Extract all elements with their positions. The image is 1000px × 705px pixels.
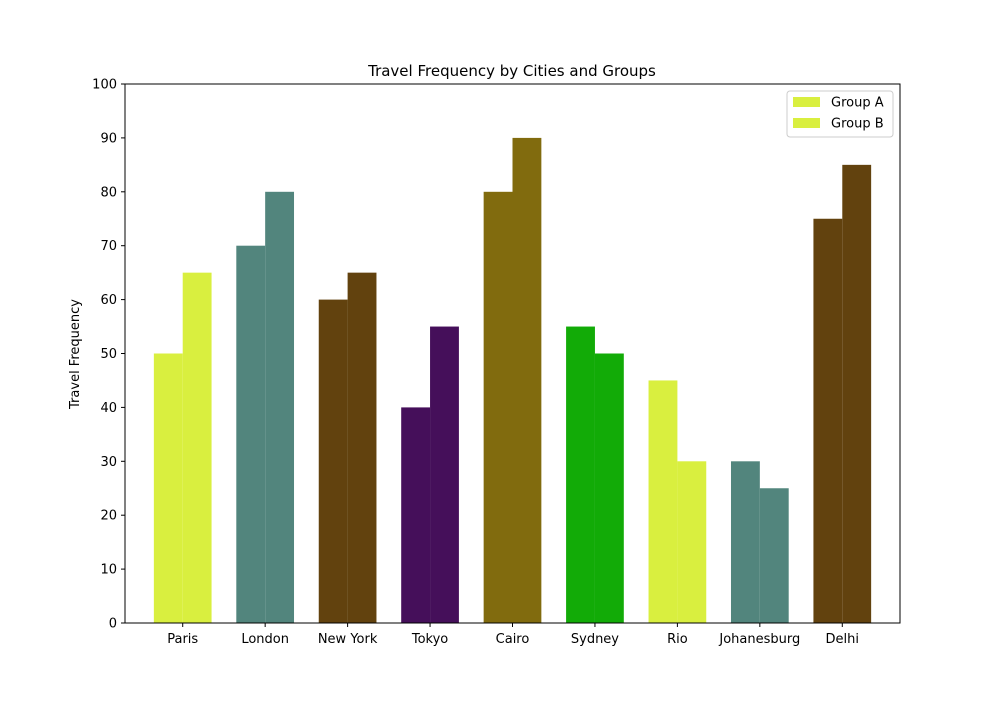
bar-group-a [813, 218, 843, 623]
bar-group-b [759, 488, 789, 623]
bars-group [153, 137, 872, 624]
x-tick-label: Tokyo [411, 632, 448, 647]
y-axis-ticks: 0 10 20 30 40 50 60 70 80 90 100 [92, 78, 125, 632]
y-tick-label: 0 [109, 617, 117, 632]
bar-group-b [265, 191, 295, 624]
x-tick-label: Rio [667, 632, 688, 647]
bar-group-b [430, 326, 459, 623]
bar-group-b [677, 461, 707, 623]
y-tick-label: 90 [100, 131, 117, 146]
legend-swatch [793, 97, 820, 107]
bar-group-b [842, 164, 872, 623]
y-tick-label: 40 [100, 401, 117, 416]
y-tick-label: 20 [100, 509, 117, 524]
bar-group-a [401, 407, 431, 623]
y-tick-label: 70 [100, 239, 117, 254]
legend-label: Group B [831, 117, 884, 132]
bar-group-a [648, 380, 678, 623]
legend: Group A Group B [786, 90, 894, 138]
bar-group-a [236, 245, 266, 623]
bar-group-a [318, 299, 348, 623]
y-tick-label: 80 [100, 185, 117, 200]
bar-group-b [512, 137, 542, 623]
y-tick-label: 30 [100, 455, 117, 470]
x-tick-label: Sydney [571, 632, 619, 647]
bar-group-a [483, 191, 513, 624]
x-axis-ticks: Paris London New York Tokyo Cairo Sydney Rio Jo… [167, 623, 859, 647]
bar-group-a [566, 326, 595, 623]
bar-group-b [347, 272, 377, 623]
chart-title: Travel Frequency by Cities and Groups [367, 62, 656, 80]
bar-group-a [730, 461, 760, 623]
x-tick-label: Delhi [826, 632, 859, 647]
x-tick-label: Cairo [496, 632, 530, 647]
bar-group-b [594, 353, 624, 623]
y-tick-label: 50 [100, 347, 117, 362]
y-tick-label: 10 [100, 563, 117, 578]
plot-area-frame [124, 83, 901, 624]
bar-group-a [153, 353, 183, 623]
x-tick-label: New York [318, 632, 378, 647]
legend-label: Group A [831, 96, 884, 111]
x-tick-label: London [241, 632, 289, 647]
y-tick-label: 100 [92, 78, 117, 93]
x-tick-label: Johanesburg [718, 632, 800, 647]
bar-group-b [182, 272, 212, 623]
x-tick-label: Paris [167, 632, 198, 647]
y-axis-label: Travel Frequency [68, 299, 83, 410]
y-tick-label: 60 [100, 293, 117, 308]
legend-swatch [793, 118, 820, 128]
